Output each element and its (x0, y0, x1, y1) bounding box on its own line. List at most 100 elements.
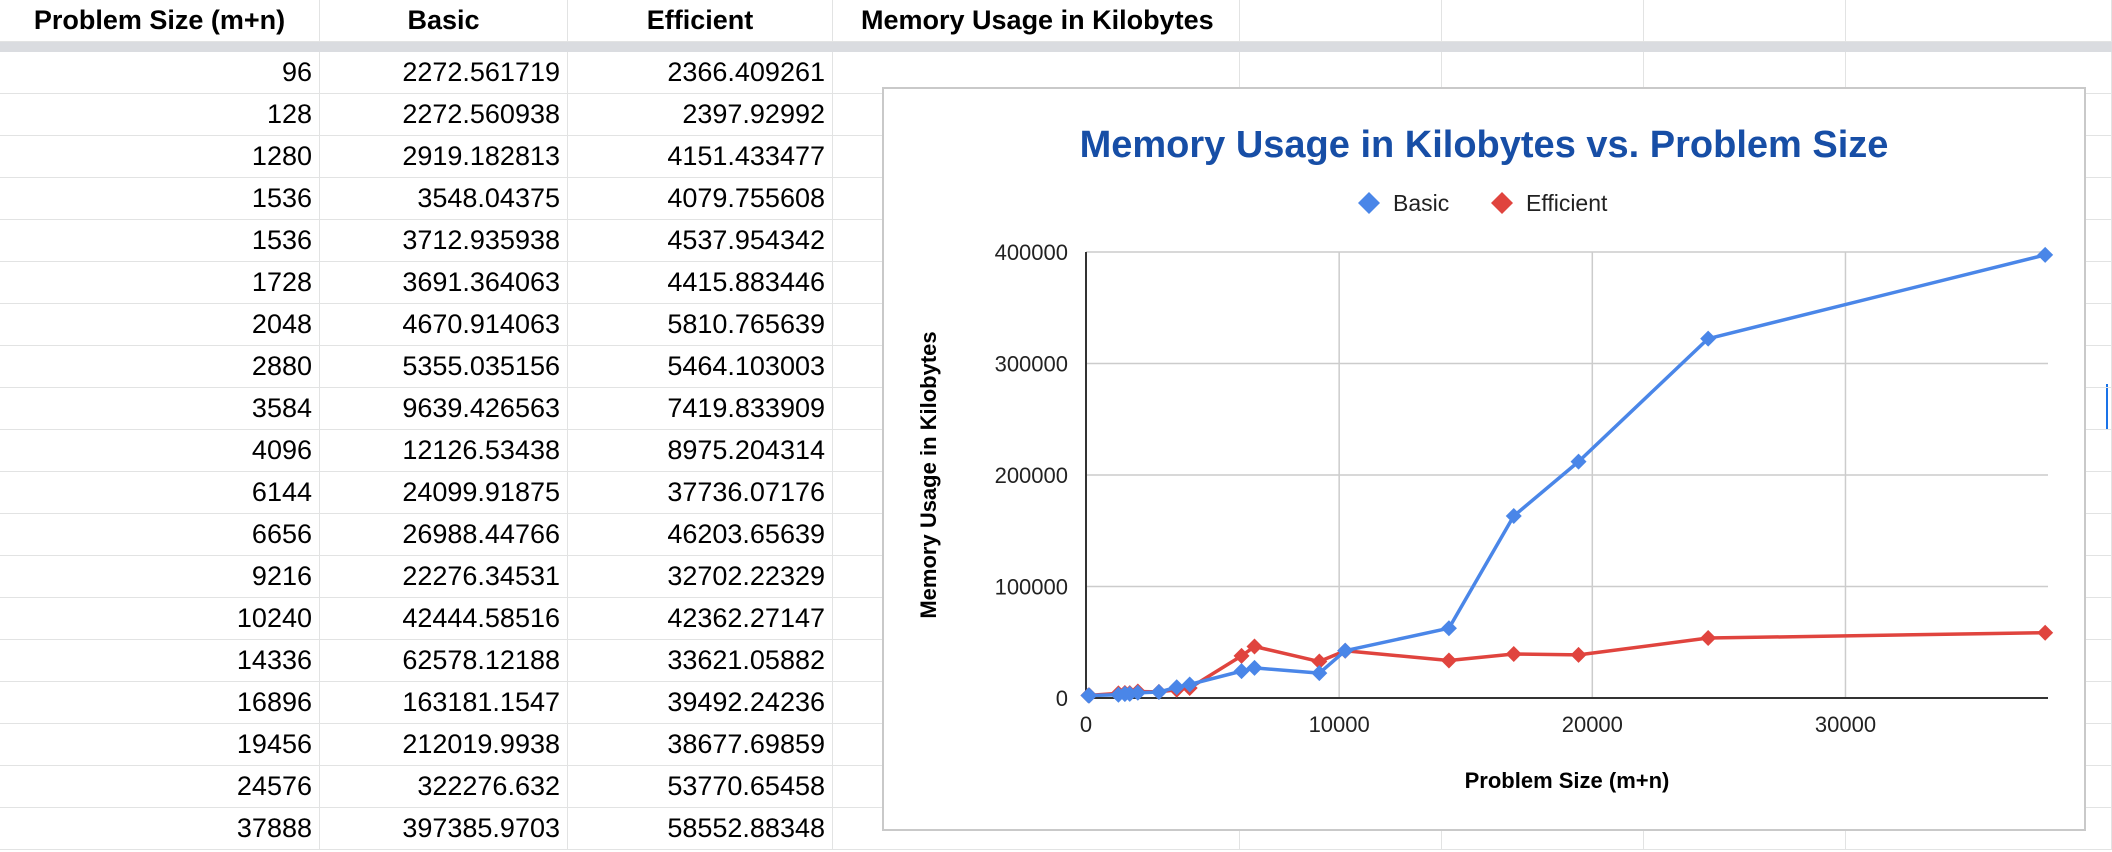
data-point-efficient (1440, 652, 1457, 669)
data-point-basic (1168, 679, 1185, 696)
frozen-row-divider[interactable] (0, 42, 2112, 52)
data-point-basic (1181, 676, 1198, 693)
table-cell[interactable]: 58552.88348 (568, 808, 833, 850)
table-cell[interactable]: 9216 (0, 556, 320, 598)
header-cell-empty[interactable] (1644, 0, 1846, 42)
table-cell[interactable]: 22276.34531 (320, 556, 568, 598)
data-point-basic (1337, 642, 1354, 659)
table-cell[interactable]: 4079.755608 (568, 178, 833, 220)
table-cell[interactable]: 322276.632 (320, 766, 568, 808)
table-cell[interactable]: 1728 (0, 262, 320, 304)
chart-container[interactable]: Memory Usage in Kilobytes vs. Problem Si… (882, 87, 2086, 831)
table-cell[interactable]: 4670.914063 (320, 304, 568, 346)
table-cell[interactable]: 19456 (0, 724, 320, 766)
table-cell[interactable]: 2048 (0, 304, 320, 346)
table-cell[interactable]: 2397.92992 (568, 94, 833, 136)
table-cell[interactable]: 14336 (0, 640, 320, 682)
table-cell[interactable]: 12126.53438 (320, 430, 568, 472)
table-cell[interactable]: 96 (0, 52, 320, 94)
table-cell[interactable]: 42362.27147 (568, 598, 833, 640)
data-point-efficient (1311, 653, 1328, 670)
data-point-basic (1081, 687, 1098, 704)
y-tick-label: 100000 (995, 575, 1068, 600)
x-tick-label: 10000 (1309, 712, 1370, 737)
table-cell[interactable]: 3584 (0, 388, 320, 430)
table-cell[interactable]: 128 (0, 94, 320, 136)
table-cell[interactable]: 16896 (0, 682, 320, 724)
table-cell[interactable]: 2880 (0, 346, 320, 388)
table-cell[interactable]: 4151.433477 (568, 136, 833, 178)
table-cell[interactable]: 24576 (0, 766, 320, 808)
y-tick-label: 400000 (995, 240, 1068, 265)
table-cell[interactable]: 2272.561719 (320, 52, 568, 94)
selection-edge-marker (2106, 384, 2112, 430)
chart-gridlines (1086, 251, 2048, 698)
legend-label-basic: Basic (1393, 190, 1449, 216)
table-cell[interactable]: 4537.954342 (568, 220, 833, 262)
data-point-basic (2037, 246, 2054, 263)
table-cell[interactable]: 1536 (0, 220, 320, 262)
table-cell[interactable]: 37736.07176 (568, 472, 833, 514)
table-cell[interactable]: 4096 (0, 430, 320, 472)
table-cell[interactable]: 42444.58516 (320, 598, 568, 640)
table-cell[interactable]: 24099.91875 (320, 472, 568, 514)
table-cell[interactable]: 5464.103003 (568, 346, 833, 388)
table-cell[interactable]: 32702.22329 (568, 556, 833, 598)
table-cell[interactable]: 5810.765639 (568, 304, 833, 346)
table-cell[interactable]: 5355.035156 (320, 346, 568, 388)
y-tick-label: 300000 (995, 352, 1068, 377)
table-cell[interactable]: 37888 (0, 808, 320, 850)
chart-title: Memory Usage in Kilobytes vs. Problem Si… (1080, 124, 1889, 166)
legend-label-efficient: Efficient (1526, 190, 1608, 216)
table-cell[interactable]: 2272.560938 (320, 94, 568, 136)
y-tick-label: 200000 (995, 463, 1068, 488)
table-cell[interactable]: 9639.426563 (320, 388, 568, 430)
legend-marker-basic (1358, 192, 1380, 214)
header-cell-chart-title[interactable]: Memory Usage in Kilobytes (833, 0, 1240, 42)
table-cell[interactable]: 33621.05882 (568, 640, 833, 682)
header-cell-empty[interactable] (1442, 0, 1644, 42)
table-cell[interactable]: 3712.935938 (320, 220, 568, 262)
table-cell[interactable]: 4415.883446 (568, 262, 833, 304)
table-cell[interactable]: 163181.1547 (320, 682, 568, 724)
x-tick-label: 20000 (1562, 712, 1623, 737)
table-cell[interactable]: 10240 (0, 598, 320, 640)
table-cell[interactable]: 26988.44766 (320, 514, 568, 556)
table-cell[interactable]: 3691.364063 (320, 262, 568, 304)
data-point-efficient (1505, 645, 1522, 662)
data-point-basic (1570, 453, 1587, 470)
table-cell[interactable]: 53770.65458 (568, 766, 833, 808)
data-point-basic (1311, 665, 1328, 682)
table-cell[interactable]: 1536 (0, 178, 320, 220)
series-line-efficient (1087, 630, 2046, 698)
header-cell-problem-size[interactable]: Problem Size (m+n) (0, 0, 320, 42)
header-cell-efficient[interactable]: Efficient (568, 0, 833, 42)
table-cell[interactable]: 8975.204314 (568, 430, 833, 472)
y-tick-label: 0 (1056, 686, 1068, 711)
table-cell[interactable]: 1280 (0, 136, 320, 178)
data-point-efficient (1700, 630, 1717, 647)
chart-tick-labels: 0 100000 200000 300000 400000 0 10000 20000 3000… (995, 240, 1876, 737)
table-cell[interactable]: 6144 (0, 472, 320, 514)
data-point-efficient (1246, 638, 1263, 655)
table-cell[interactable]: 6656 (0, 514, 320, 556)
table-cell[interactable]: 212019.9938 (320, 724, 568, 766)
header-cell-empty[interactable] (1846, 0, 2112, 42)
x-tick-label: 0 (1080, 712, 1092, 737)
table-cell[interactable]: 38677.69859 (568, 724, 833, 766)
table-cell[interactable]: 39492.24236 (568, 682, 833, 724)
table-cell[interactable]: 3548.04375 (320, 178, 568, 220)
table-cell[interactable]: 2366.409261 (568, 52, 833, 94)
table-cell[interactable]: 397385.9703 (320, 808, 568, 850)
legend-marker-efficient (1491, 192, 1513, 214)
header-cell-basic[interactable]: Basic (320, 0, 568, 42)
table-cell[interactable]: 46203.65639 (568, 514, 833, 556)
table-cell[interactable]: 7419.833909 (568, 388, 833, 430)
data-point-efficient (1570, 646, 1587, 663)
data-point-basic (1700, 330, 1717, 347)
x-tick-label: 30000 (1815, 712, 1876, 737)
header-cell-empty[interactable] (1240, 0, 1442, 42)
table-cell[interactable]: 2919.182813 (320, 136, 568, 178)
table-cell[interactable]: 62578.12188 (320, 640, 568, 682)
